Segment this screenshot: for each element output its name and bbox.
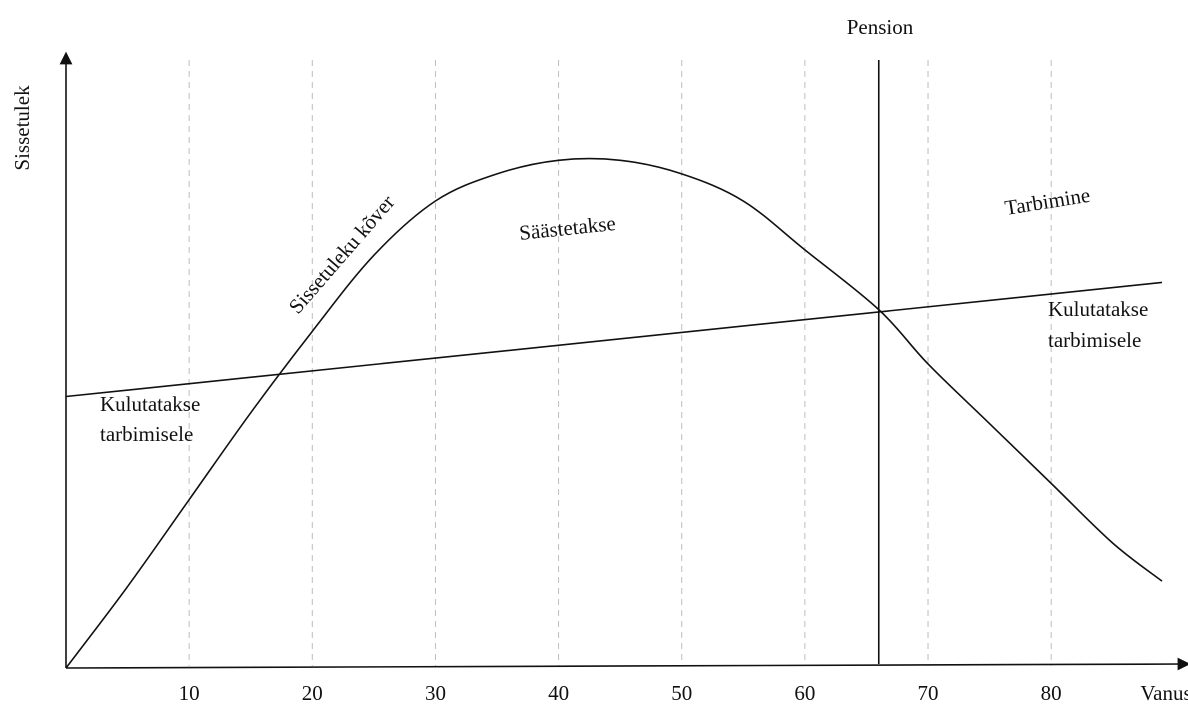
spent-right-line-1: Kulutatakse	[1048, 297, 1148, 321]
income-curve-series	[65, 157, 1163, 669]
saving-label: Säästetakse	[518, 211, 617, 245]
x-tick-80: 80	[1041, 681, 1062, 705]
consumption-label: Tarbimine	[1003, 183, 1092, 220]
x-tick-60: 60	[794, 681, 815, 705]
x-tick-labels: 10 20 30 40 50 60 70 80	[179, 681, 1062, 705]
consumption-series	[65, 281, 1163, 398]
spent-left-line-2: tarbimisele	[100, 422, 193, 446]
x-axis	[65, 657, 1188, 671]
x-tick-10: 10	[179, 681, 200, 705]
x-tick-40: 40	[548, 681, 569, 705]
x-axis-label: Vanus	[1140, 681, 1188, 705]
retirement-label: Pension	[847, 15, 914, 39]
x-tick-20: 20	[302, 681, 323, 705]
spent-left-line-1: Kulutatakse	[100, 392, 200, 416]
vertical-grid	[188, 60, 1052, 666]
x-tick-50: 50	[671, 681, 692, 705]
spent-right-line-2: tarbimisele	[1048, 328, 1141, 352]
x-tick-70: 70	[918, 681, 939, 705]
income-curve-label: Sissetuleku kõver	[284, 190, 400, 318]
y-axis-label: Sissetulek	[10, 85, 34, 171]
x-tick-30: 30	[425, 681, 446, 705]
